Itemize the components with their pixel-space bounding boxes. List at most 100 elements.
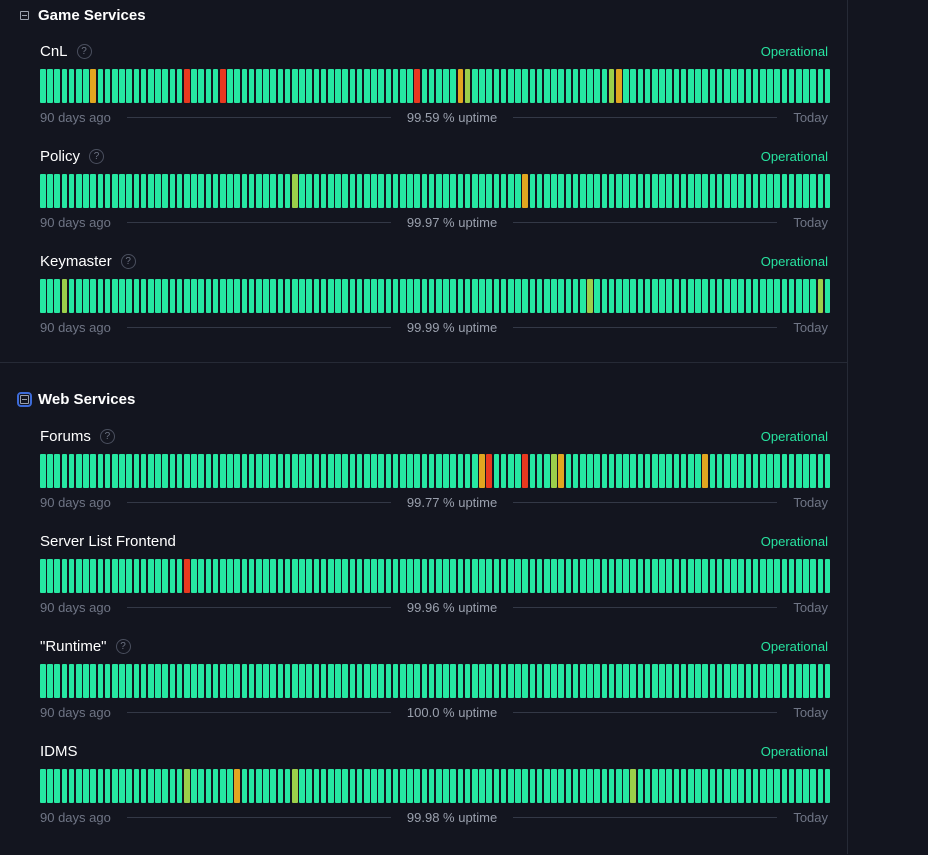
uptime-day-bar[interactable] <box>414 174 420 208</box>
uptime-day-bar[interactable] <box>601 454 608 488</box>
uptime-day-bar[interactable] <box>320 769 327 803</box>
uptime-day-bar[interactable] <box>709 559 716 593</box>
uptime-day-bar[interactable] <box>745 769 752 803</box>
uptime-day-bar[interactable] <box>695 769 701 803</box>
uptime-day-bar[interactable] <box>256 664 262 698</box>
uptime-day-bar[interactable] <box>544 769 550 803</box>
uptime-day-bar[interactable] <box>414 454 420 488</box>
uptime-day-bar[interactable] <box>630 279 636 313</box>
uptime-day-bar[interactable] <box>227 664 233 698</box>
uptime-day-bar[interactable] <box>414 559 420 593</box>
uptime-day-bar[interactable] <box>688 69 694 103</box>
uptime-day-bar[interactable] <box>594 454 600 488</box>
uptime-day-bar[interactable] <box>47 69 53 103</box>
uptime-day-bar[interactable] <box>745 279 752 313</box>
uptime-day-bar[interactable] <box>659 769 665 803</box>
uptime-day-bar[interactable] <box>385 454 392 488</box>
uptime-day-bar[interactable] <box>392 279 399 313</box>
uptime-day-bar[interactable] <box>522 454 528 488</box>
uptime-day-bar[interactable] <box>450 769 456 803</box>
uptime-day-bar[interactable] <box>155 559 161 593</box>
uptime-day-bar[interactable] <box>104 69 111 103</box>
uptime-day-bar[interactable] <box>428 69 435 103</box>
uptime-day-bar[interactable] <box>724 664 730 698</box>
uptime-day-bar[interactable] <box>205 664 212 698</box>
uptime-day-bar[interactable] <box>709 664 716 698</box>
uptime-day-bar[interactable] <box>47 769 53 803</box>
uptime-day-bar[interactable] <box>680 769 687 803</box>
uptime-day-bar[interactable] <box>500 769 507 803</box>
uptime-day-bar[interactable] <box>284 174 291 208</box>
uptime-day-bar[interactable] <box>90 559 96 593</box>
uptime-day-bar[interactable] <box>191 174 197 208</box>
uptime-day-bar[interactable] <box>644 559 651 593</box>
uptime-day-bar[interactable] <box>436 279 442 313</box>
uptime-day-bar[interactable] <box>76 454 82 488</box>
uptime-day-bar[interactable] <box>464 279 471 313</box>
uptime-day-bar[interactable] <box>76 769 82 803</box>
uptime-day-bar[interactable] <box>680 559 687 593</box>
uptime-day-bar[interactable] <box>133 69 140 103</box>
uptime-day-bar[interactable] <box>205 279 212 313</box>
uptime-day-bar[interactable] <box>234 559 240 593</box>
uptime-day-bar[interactable] <box>184 69 190 103</box>
uptime-day-bar[interactable] <box>248 559 255 593</box>
uptime-day-bar[interactable] <box>428 769 435 803</box>
uptime-day-bar[interactable] <box>608 279 615 313</box>
uptime-day-bar[interactable] <box>796 769 802 803</box>
uptime-day-bar[interactable] <box>364 769 370 803</box>
uptime-day-bar[interactable] <box>205 69 212 103</box>
uptime-day-bar[interactable] <box>371 559 377 593</box>
uptime-day-bar[interactable] <box>421 664 428 698</box>
uptime-day-bar[interactable] <box>688 454 694 488</box>
uptime-day-bar[interactable] <box>40 279 46 313</box>
uptime-day-bar[interactable] <box>292 559 298 593</box>
uptime-day-bar[interactable] <box>68 279 75 313</box>
uptime-day-bar[interactable] <box>580 769 586 803</box>
uptime-day-bar[interactable] <box>155 279 161 313</box>
uptime-day-bar[interactable] <box>673 69 680 103</box>
uptime-day-bar[interactable] <box>817 279 824 313</box>
uptime-day-bar[interactable] <box>616 279 622 313</box>
uptime-day-bar[interactable] <box>306 559 312 593</box>
uptime-day-bar[interactable] <box>731 174 737 208</box>
uptime-day-bar[interactable] <box>378 174 384 208</box>
uptime-day-bar[interactable] <box>767 174 773 208</box>
uptime-day-bar[interactable] <box>76 174 82 208</box>
uptime-day-bar[interactable] <box>162 454 168 488</box>
uptime-day-bar[interactable] <box>788 454 795 488</box>
uptime-day-bar[interactable] <box>155 174 161 208</box>
uptime-day-bar[interactable] <box>810 279 816 313</box>
uptime-day-bar[interactable] <box>781 174 788 208</box>
uptime-day-bar[interactable] <box>486 559 492 593</box>
uptime-day-bar[interactable] <box>169 454 176 488</box>
uptime-day-bar[interactable] <box>702 174 708 208</box>
uptime-day-bar[interactable] <box>205 454 212 488</box>
uptime-day-bar[interactable] <box>220 454 226 488</box>
uptime-day-bar[interactable] <box>493 559 500 593</box>
uptime-day-bar[interactable] <box>558 279 564 313</box>
uptime-day-bar[interactable] <box>652 69 658 103</box>
uptime-day-bar[interactable] <box>781 769 788 803</box>
uptime-day-bar[interactable] <box>450 69 456 103</box>
uptime-day-bar[interactable] <box>133 174 140 208</box>
uptime-day-bar[interactable] <box>320 279 327 313</box>
uptime-day-bar[interactable] <box>112 454 118 488</box>
uptime-day-bar[interactable] <box>335 769 341 803</box>
uptime-day-bar[interactable] <box>493 69 500 103</box>
uptime-day-bar[interactable] <box>263 454 269 488</box>
uptime-day-bar[interactable] <box>299 279 305 313</box>
uptime-day-bar[interactable] <box>544 174 550 208</box>
uptime-day-bar[interactable] <box>407 174 413 208</box>
uptime-day-bar[interactable] <box>515 664 521 698</box>
uptime-day-bar[interactable] <box>119 279 125 313</box>
uptime-day-bar[interactable] <box>342 769 348 803</box>
uptime-day-bar[interactable] <box>76 69 82 103</box>
uptime-day-bar[interactable] <box>248 454 255 488</box>
uptime-day-bar[interactable] <box>565 559 572 593</box>
uptime-day-bar[interactable] <box>356 769 363 803</box>
uptime-day-bar[interactable] <box>342 279 348 313</box>
uptime-day-bar[interactable] <box>464 664 471 698</box>
uptime-day-bar[interactable] <box>616 174 622 208</box>
uptime-day-bar[interactable] <box>61 559 68 593</box>
